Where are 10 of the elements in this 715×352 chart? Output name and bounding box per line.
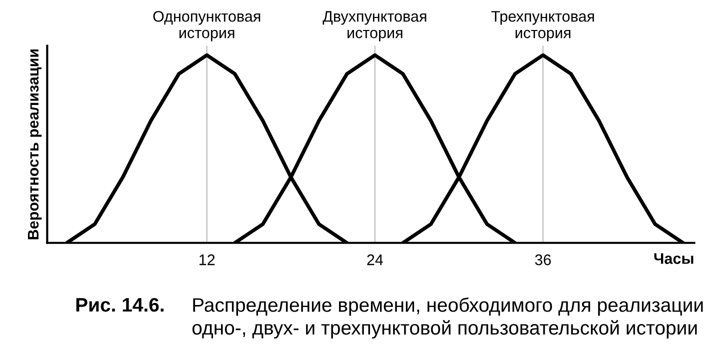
text: Рис. 14.6. <box>76 298 164 312</box>
x-tick-label: 36 <box>535 254 551 266</box>
text: Распределение времени, необходимого для реализации одно-, двух- и трехпунктовой пользовательской истории <box>192 297 703 339</box>
x-tick-label: 12 <box>200 254 215 266</box>
annotation: Трехпунктовая история <box>491 11 594 42</box>
annotation: Однопунктовая история <box>153 10 260 42</box>
x-axis-title: Часы <box>654 253 694 264</box>
x-tick-label: 24 <box>367 254 383 266</box>
annotation: Двухпунктовая история <box>322 11 426 42</box>
y-axis-title: Вероятность реализации <box>28 49 42 240</box>
